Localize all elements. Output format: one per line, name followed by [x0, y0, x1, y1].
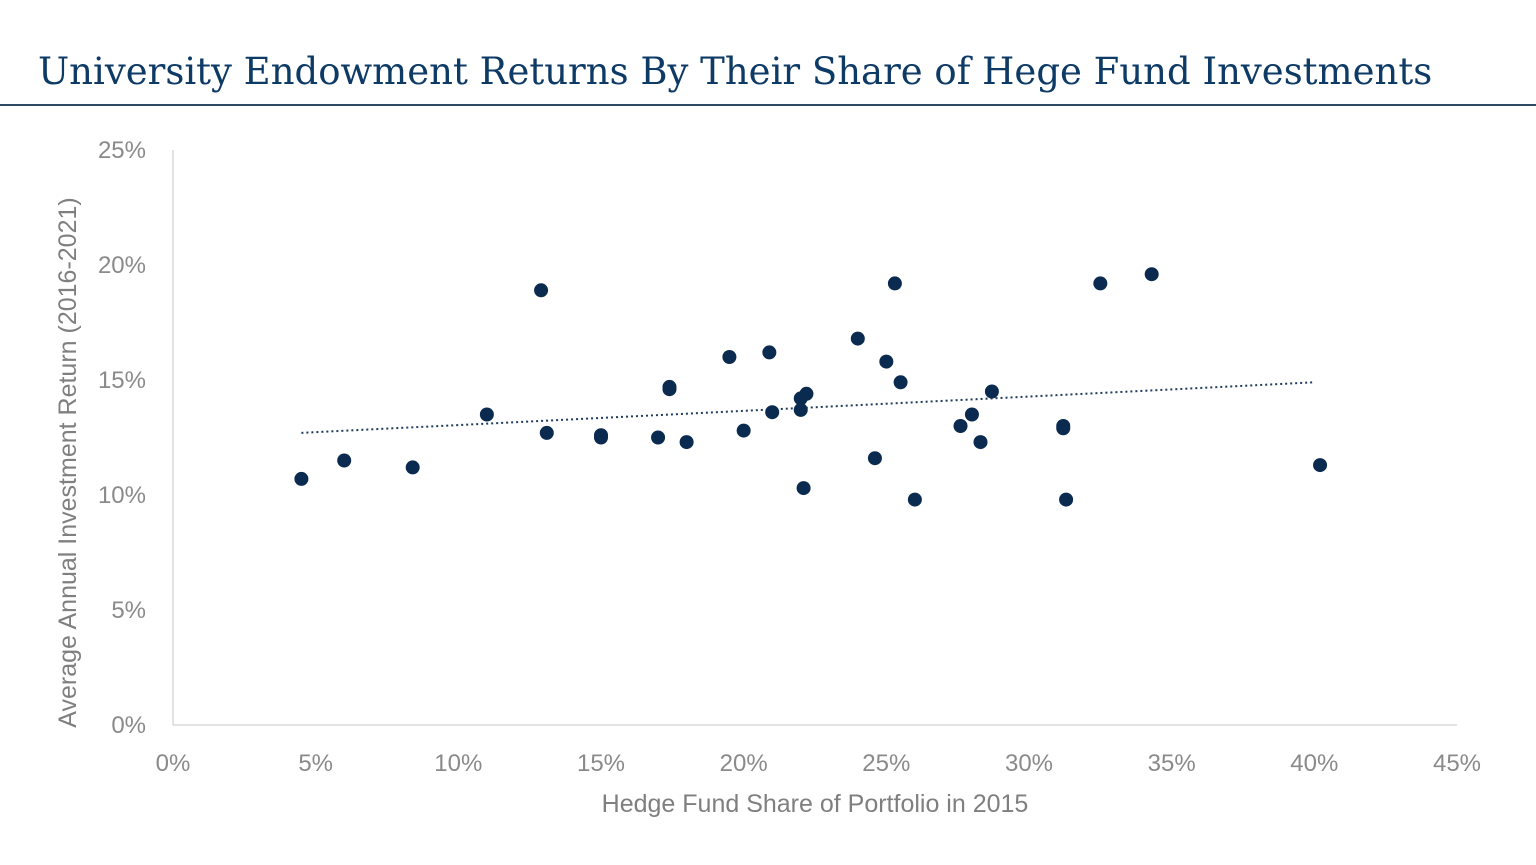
data-point — [762, 345, 777, 360]
title-divider — [0, 104, 1536, 106]
y-tick-label: 0% — [111, 712, 146, 739]
data-point — [594, 430, 608, 445]
data-point — [887, 276, 902, 291]
data-point — [973, 435, 988, 450]
data-point — [984, 384, 999, 399]
data-point — [893, 375, 908, 390]
data-point — [964, 407, 979, 422]
trendline-group — [301, 381, 1315, 434]
data-point — [867, 451, 882, 466]
y-tick-labels: 0% 5% 10% 15% 20% 25% — [98, 137, 146, 739]
x-tick-label: 40% — [1290, 750, 1338, 777]
x-tick-label: 20% — [720, 750, 768, 777]
data-point — [799, 386, 814, 401]
x-tick-label: 5% — [298, 750, 333, 777]
data-point — [479, 407, 494, 422]
data-point — [1313, 458, 1328, 473]
data-point — [1056, 421, 1071, 436]
y-tick-label: 15% — [98, 367, 146, 394]
y-tick-label: 20% — [98, 252, 146, 279]
x-tick-label: 35% — [1148, 750, 1196, 777]
data-point — [736, 423, 751, 438]
data-points — [294, 267, 1328, 507]
x-tick-label: 45% — [1433, 750, 1481, 777]
y-axis-title: Average Annual Investment Return (2016-2… — [54, 197, 82, 727]
data-point — [405, 460, 420, 475]
x-tick-label: 30% — [1005, 750, 1053, 777]
data-point — [679, 435, 694, 450]
x-tick-label: 15% — [577, 750, 625, 777]
data-point — [1093, 276, 1108, 291]
y-tick-label: 5% — [111, 597, 146, 624]
x-tick-labels: 0% 5% 10% 15% 20% 25% 30% 35% 40% 45% — [156, 750, 1481, 777]
y-tick-label: 25% — [98, 137, 146, 164]
y-tick-label: 10% — [98, 482, 146, 509]
data-point — [907, 492, 922, 507]
data-point — [534, 283, 549, 298]
data-point — [1059, 492, 1074, 507]
x-tick-label: 0% — [156, 750, 191, 777]
data-point — [337, 453, 352, 468]
data-point — [793, 402, 808, 417]
data-point — [539, 425, 554, 440]
data-point — [879, 354, 894, 369]
data-point — [953, 419, 968, 433]
chart-title: University Endowment Returns By Their Sh… — [38, 50, 1433, 93]
axes — [172, 150, 1457, 726]
trendline — [301, 381, 1315, 434]
data-point — [662, 382, 677, 397]
data-point — [796, 481, 811, 496]
data-point — [722, 350, 737, 364]
x-axis-title: Hedge Fund Share of Portfolio in 2015 — [602, 790, 1029, 818]
data-point — [1144, 267, 1159, 282]
data-point — [850, 331, 865, 346]
data-point — [765, 405, 780, 420]
data-point — [294, 471, 309, 486]
data-point — [651, 430, 666, 445]
x-tick-label: 25% — [862, 750, 910, 777]
x-tick-label: 10% — [434, 750, 482, 777]
